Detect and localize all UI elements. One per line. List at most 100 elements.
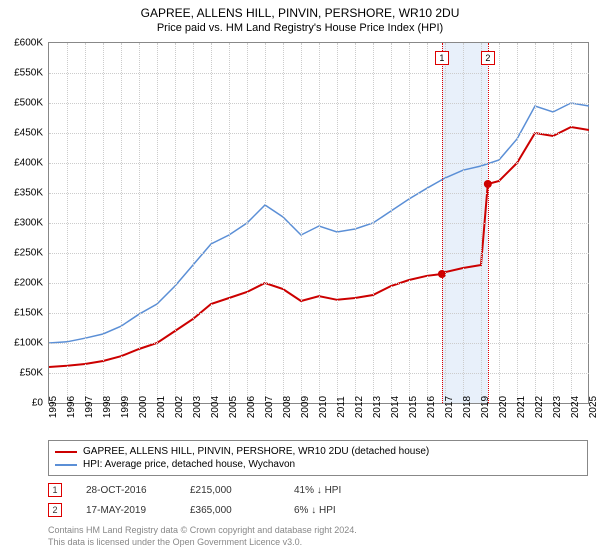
transaction-marker: 1 [48, 483, 62, 497]
x-axis-label: 2010 [318, 396, 329, 418]
chart-title: GAPREE, ALLENS HILL, PINVIN, PERSHORE, W… [0, 0, 600, 20]
x-axis-label: 2012 [354, 396, 365, 418]
x-axis-label: 2001 [156, 396, 167, 418]
y-axis-label: £150K [14, 308, 43, 319]
chart-subtitle: Price paid vs. HM Land Registry's House … [0, 20, 600, 34]
gridline-v [571, 43, 572, 403]
y-axis-label: £50K [20, 368, 43, 379]
legend-item: HPI: Average price, detached house, Wych… [55, 458, 581, 471]
x-axis-label: 2009 [300, 396, 311, 418]
transaction-table: 1 28-OCT-2016 £215,000 41% ↓ HPI 2 17-MAY-201… [48, 480, 588, 520]
gridline-v [247, 43, 248, 403]
x-axis-label: 2021 [516, 396, 527, 418]
footer-line1: Contains HM Land Registry data © Crown c… [48, 525, 588, 537]
y-axis-label: £250K [14, 248, 43, 259]
chart-container: GAPREE, ALLENS HILL, PINVIN, PERSHORE, W… [0, 0, 600, 560]
y-axis-label: £600K [14, 38, 43, 49]
y-axis-label: £500K [14, 98, 43, 109]
gridline-v [319, 43, 320, 403]
legend-label: GAPREE, ALLENS HILL, PINVIN, PERSHORE, W… [83, 446, 429, 457]
marker-line [488, 43, 489, 403]
x-axis-label: 1995 [48, 396, 59, 418]
transaction-date: 17-MAY-2019 [86, 505, 166, 516]
gridline-v [463, 43, 464, 403]
footer-line2: This data is licensed under the Open Gov… [48, 537, 588, 549]
gridline-v [121, 43, 122, 403]
transaction-row: 1 28-OCT-2016 £215,000 41% ↓ HPI [48, 480, 588, 500]
y-axis-label: £450K [14, 128, 43, 139]
x-axis-label: 2008 [282, 396, 293, 418]
x-axis-label: 2015 [408, 396, 419, 418]
x-axis-label: 2011 [336, 396, 347, 418]
gridline-v [391, 43, 392, 403]
legend-box: GAPREE, ALLENS HILL, PINVIN, PERSHORE, W… [48, 440, 588, 476]
x-axis-label: 2022 [534, 396, 545, 418]
x-axis-label: 1997 [84, 396, 95, 418]
y-axis-label: £200K [14, 278, 43, 289]
gridline-v [517, 43, 518, 403]
y-axis-label: £0 [32, 398, 43, 409]
x-axis-label: 2018 [462, 396, 473, 418]
y-axis-label: £400K [14, 158, 43, 169]
marker-line [442, 43, 443, 403]
legend-label: HPI: Average price, detached house, Wych… [83, 459, 295, 470]
marker-badge: 2 [481, 51, 495, 65]
gridline-v [445, 43, 446, 403]
gridline-v [265, 43, 266, 403]
legend-swatch [55, 451, 77, 453]
y-axis-label: £550K [14, 68, 43, 79]
gridline-v [283, 43, 284, 403]
x-axis-label: 1999 [120, 396, 131, 418]
gridline-v [103, 43, 104, 403]
gridline-v [85, 43, 86, 403]
legend-item: GAPREE, ALLENS HILL, PINVIN, PERSHORE, W… [55, 445, 581, 458]
y-axis-label: £350K [14, 188, 43, 199]
gridline-v [499, 43, 500, 403]
gridline-v [409, 43, 410, 403]
transaction-price: £365,000 [190, 505, 270, 516]
x-axis-label: 1996 [66, 396, 77, 418]
transaction-delta: 41% ↓ HPI [294, 485, 374, 496]
x-axis-label: 2017 [444, 396, 455, 418]
gridline-v [211, 43, 212, 403]
gridline-v [337, 43, 338, 403]
gridline-v [373, 43, 374, 403]
transaction-delta: 6% ↓ HPI [294, 505, 374, 516]
chart-area: 12 £0£50K£100K£150K£200K£250K£300K£350K£… [48, 42, 589, 403]
x-axis-label: 2006 [246, 396, 257, 418]
y-axis-label: £300K [14, 218, 43, 229]
legend-swatch [55, 464, 77, 466]
plot-region: 12 [48, 43, 589, 404]
x-axis-label: 2007 [264, 396, 275, 418]
gridline-v [301, 43, 302, 403]
gridline-v [67, 43, 68, 403]
gridline-v [157, 43, 158, 403]
gridline-v [175, 43, 176, 403]
x-axis-label: 2019 [480, 396, 491, 418]
gridline-v [193, 43, 194, 403]
transaction-marker: 2 [48, 503, 62, 517]
x-axis-label: 2002 [174, 396, 185, 418]
gridline-v [481, 43, 482, 403]
x-axis-label: 2003 [192, 396, 203, 418]
marker-badge: 1 [435, 51, 449, 65]
x-axis-label: 1998 [102, 396, 113, 418]
x-axis-label: 2024 [570, 396, 581, 418]
gridline-v [355, 43, 356, 403]
x-axis-label: 2014 [390, 396, 401, 418]
transaction-date: 28-OCT-2016 [86, 485, 166, 496]
transaction-row: 2 17-MAY-2019 £365,000 6% ↓ HPI [48, 500, 588, 520]
x-axis-label: 2020 [498, 396, 509, 418]
gridline-v [427, 43, 428, 403]
x-axis-label: 2025 [588, 396, 599, 418]
footer-attribution: Contains HM Land Registry data © Crown c… [48, 525, 588, 548]
x-axis-label: 2000 [138, 396, 149, 418]
y-axis-label: £100K [14, 338, 43, 349]
x-axis-label: 2004 [210, 396, 221, 418]
x-axis-label: 2016 [426, 396, 437, 418]
transaction-price: £215,000 [190, 485, 270, 496]
gridline-v [553, 43, 554, 403]
gridline-v [535, 43, 536, 403]
gridline-v [139, 43, 140, 403]
x-axis-label: 2013 [372, 396, 383, 418]
